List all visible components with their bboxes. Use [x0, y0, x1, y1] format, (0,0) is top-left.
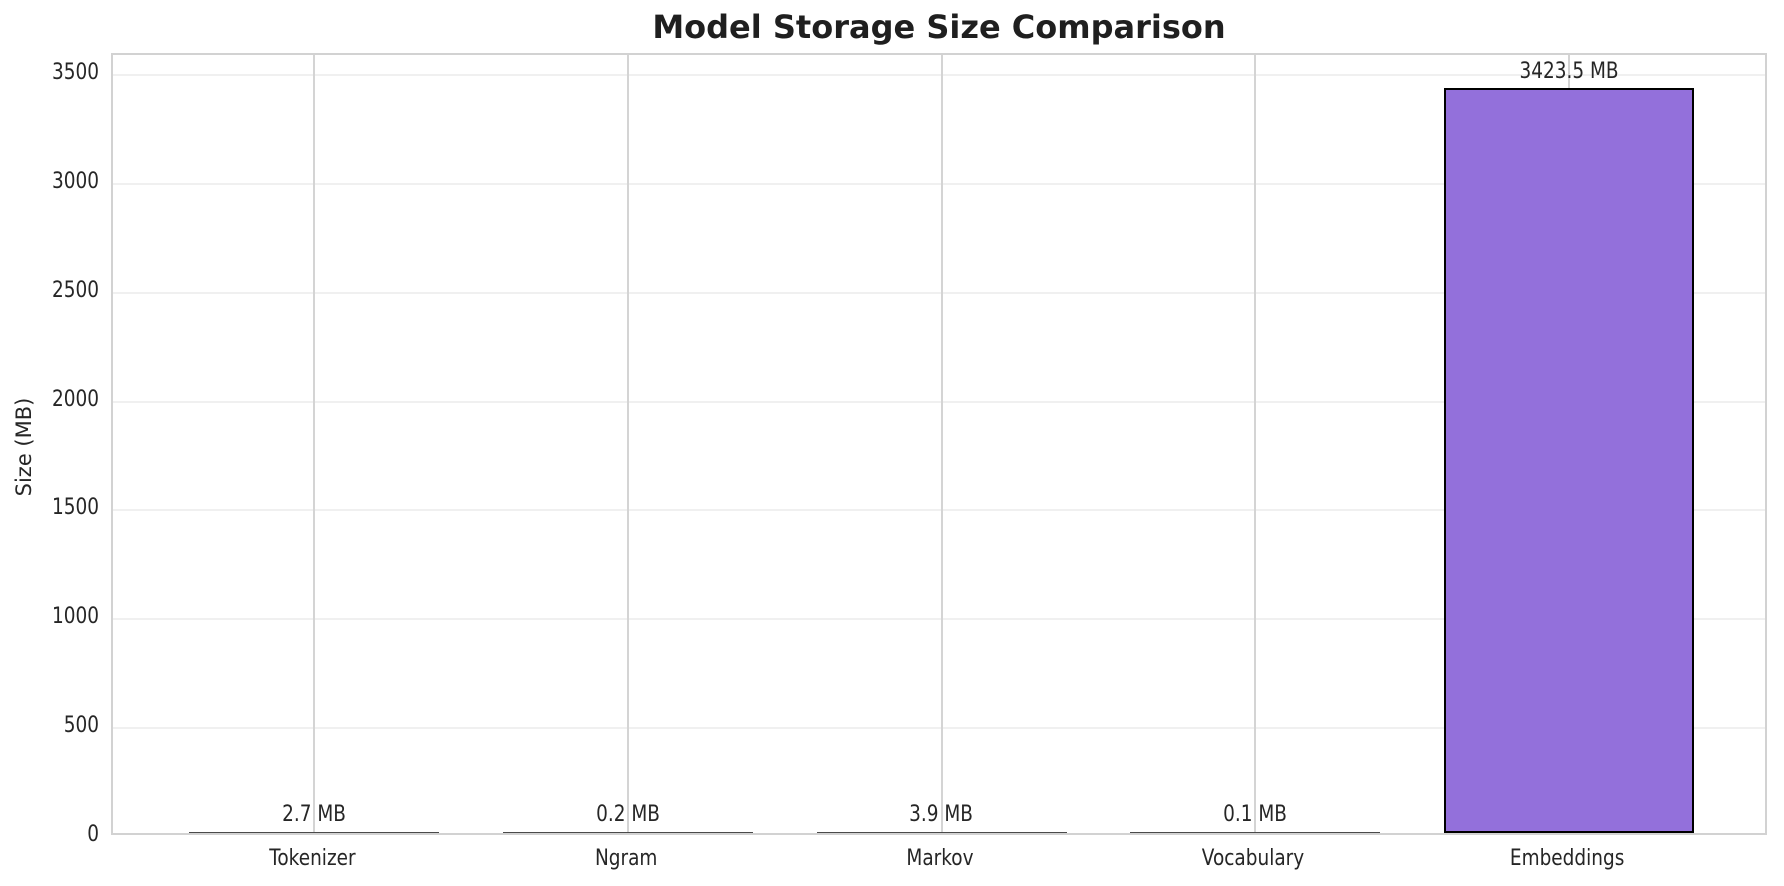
chart-title: Model Storage Size Comparison — [652, 8, 1226, 46]
bar-value-label: 2.7 MB — [164, 802, 464, 828]
y-gridline — [113, 291, 1765, 294]
y-tick-text: 1500 — [51, 495, 99, 521]
y-tick-label: 500 — [0, 712, 99, 740]
y-tick-label: 1000 — [0, 603, 99, 631]
y-tick-label: 3000 — [0, 168, 99, 196]
bar-value-text: 2.7 MB — [282, 802, 346, 827]
x-tick-text: Markov — [905, 846, 974, 871]
y-tick-label: 1500 — [0, 494, 99, 522]
bar — [502, 831, 753, 833]
bar-value-label: 0.2 MB — [478, 802, 778, 828]
x-tick-label: Vocabulary — [1093, 845, 1413, 873]
y-tick-text: 2500 — [51, 277, 99, 303]
x-tick-text: Vocabulary — [1202, 846, 1305, 871]
bar-value-label: 3.9 MB — [792, 802, 1092, 828]
bar-value-text: 3423.5 MB — [1519, 58, 1619, 84]
y-gridline — [113, 74, 1765, 77]
bar-value-label: 0.1 MB — [1105, 802, 1405, 828]
y-tick-label: 3500 — [0, 59, 99, 87]
y-tick-text: 3500 — [51, 60, 99, 86]
bar — [189, 831, 439, 833]
x-gridline — [1254, 55, 1257, 833]
x-tick-label: Tokenizer — [152, 845, 472, 873]
y-gridline — [113, 618, 1765, 621]
y-tick-text: 0 — [87, 822, 99, 847]
bar-value-label: 3423.5 MB — [1419, 59, 1719, 85]
x-gridline — [626, 55, 629, 833]
y-tick-label: 2000 — [0, 386, 99, 414]
y-tick-label: 0 — [0, 821, 99, 849]
y-tick-text: 3000 — [51, 168, 99, 194]
y-gridline — [113, 727, 1765, 730]
bar-value-text: 0.1 MB — [1223, 802, 1288, 827]
x-gridline — [940, 55, 943, 833]
bar-value-text: 3.9 MB — [909, 802, 974, 827]
y-tick-text: 1000 — [51, 604, 99, 630]
bar-value-text: 0.2 MB — [595, 802, 660, 827]
bar — [816, 831, 1067, 833]
y-tick-text: 2000 — [51, 386, 99, 412]
x-tick-text: Ngram — [594, 846, 657, 871]
x-tick-text: Tokenizer — [268, 846, 356, 871]
bar — [1444, 87, 1694, 833]
x-gridline — [313, 55, 315, 833]
x-tick-label: Embeddings — [1407, 845, 1727, 873]
bar — [1130, 831, 1381, 833]
y-gridline — [113, 400, 1765, 403]
y-tick-text: 500 — [63, 713, 99, 739]
plot-area: 2.7 MB 0.2 MB 3.9 MB 0.1 MB 3423.5 MB — [111, 53, 1767, 835]
x-tick-label: Markov — [780, 845, 1100, 873]
y-gridline — [113, 509, 1765, 512]
y-gridline — [113, 182, 1765, 185]
x-tick-text: Embeddings — [1509, 846, 1625, 871]
x-tick-label: Ngram — [466, 845, 786, 873]
y-tick-label: 2500 — [0, 277, 99, 305]
